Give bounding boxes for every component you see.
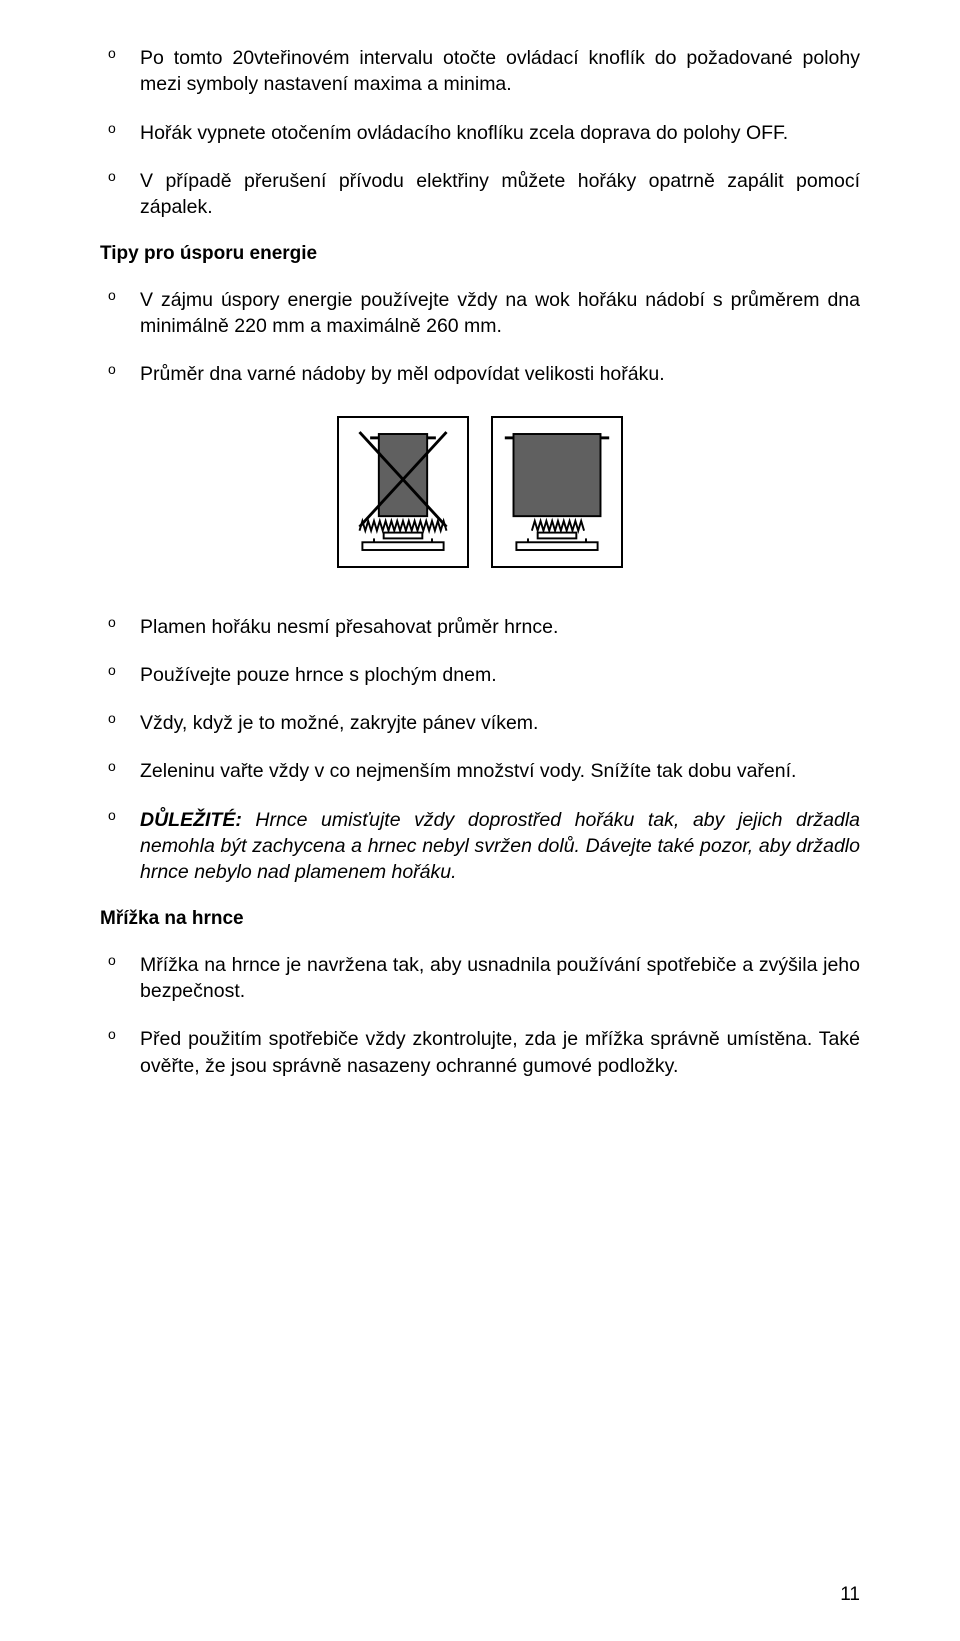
list-item: o Zeleninu vařte vždy v co nejmenším mno…	[100, 758, 860, 784]
list-block-1: o Po tomto 20vteřinovém intervalu otočte…	[100, 45, 860, 221]
item-text: Plamen hořáku nesmí přesahovat průměr hr…	[140, 614, 860, 640]
bullet-marker: o	[100, 287, 140, 303]
item-text: Po tomto 20vteřinovém intervalu otočte o…	[140, 45, 860, 98]
heading-grate: Mřížka na hrnce	[100, 908, 860, 930]
bullet-marker: o	[100, 1026, 140, 1042]
list-item: o Po tomto 20vteřinovém intervalu otočte…	[100, 45, 860, 98]
figure-row	[100, 416, 860, 568]
item-text: Průměr dna varné nádoby by měl odpovídat…	[140, 361, 860, 387]
pot-wrong-icon	[345, 423, 461, 561]
list-block-4: o Mřížka na hrnce je navržena tak, aby u…	[100, 952, 860, 1079]
item-text: Před použitím spotřebiče vždy zkontroluj…	[140, 1026, 860, 1079]
bullet-marker: o	[100, 952, 140, 968]
list-item: o Průměr dna varné nádoby by měl odpovíd…	[100, 361, 860, 387]
figure-correct-pot	[491, 416, 623, 568]
list-item: o V zájmu úspory energie používejte vždy…	[100, 287, 860, 340]
bullet-marker: o	[100, 807, 140, 823]
bullet-marker: o	[100, 45, 140, 61]
important-body: Hrnce umisťujte vždy doprostřed hořáku t…	[140, 809, 860, 884]
list-item: o Hořák vypnete otočením ovládacího knof…	[100, 120, 860, 146]
item-text: V případě přerušení přívodu elektřiny mů…	[140, 168, 860, 221]
bullet-marker: o	[100, 168, 140, 184]
list-item: o Plamen hořáku nesmí přesahovat průměr …	[100, 614, 860, 640]
item-text: Zeleninu vařte vždy v co nejmenším množs…	[140, 758, 860, 784]
list-item: o Mřížka na hrnce je navržena tak, aby u…	[100, 952, 860, 1005]
bullet-marker: o	[100, 710, 140, 726]
bullet-marker: o	[100, 361, 140, 377]
page-number: 11	[840, 1584, 860, 1606]
list-item-important: o DŮLEŽITÉ: Hrnce umisťujte vždy doprost…	[100, 807, 860, 886]
list-item: o Používejte pouze hrnce s plochým dnem.	[100, 662, 860, 688]
list-item: o Před použitím spotřebiče vždy zkontrol…	[100, 1026, 860, 1079]
bullet-marker: o	[100, 662, 140, 678]
important-lead: DŮLEŽITÉ:	[140, 809, 242, 831]
item-text: V zájmu úspory energie používejte vždy n…	[140, 287, 860, 340]
list-item: o Vždy, když je to možné, zakryjte pánev…	[100, 710, 860, 736]
pot-correct-icon	[499, 423, 615, 561]
bullet-marker: o	[100, 758, 140, 774]
item-text: Mřížka na hrnce je navržena tak, aby usn…	[140, 952, 860, 1005]
list-item: o V případě přerušení přívodu elektřiny …	[100, 168, 860, 221]
list-block-2: o V zájmu úspory energie používejte vždy…	[100, 287, 860, 388]
bullet-marker: o	[100, 120, 140, 136]
item-text: Vždy, když je to možné, zakryjte pánev v…	[140, 710, 860, 736]
item-text: Používejte pouze hrnce s plochým dnem.	[140, 662, 860, 688]
heading-tips: Tipy pro úsporu energie	[100, 243, 860, 265]
list-block-3: o Plamen hořáku nesmí přesahovat průměr …	[100, 614, 860, 886]
figure-wrong-pot	[337, 416, 469, 568]
item-text-important: DŮLEŽITÉ: Hrnce umisťujte vždy doprostře…	[140, 807, 860, 886]
item-text: Hořák vypnete otočením ovládacího knoflí…	[140, 120, 860, 146]
bullet-marker: o	[100, 614, 140, 630]
